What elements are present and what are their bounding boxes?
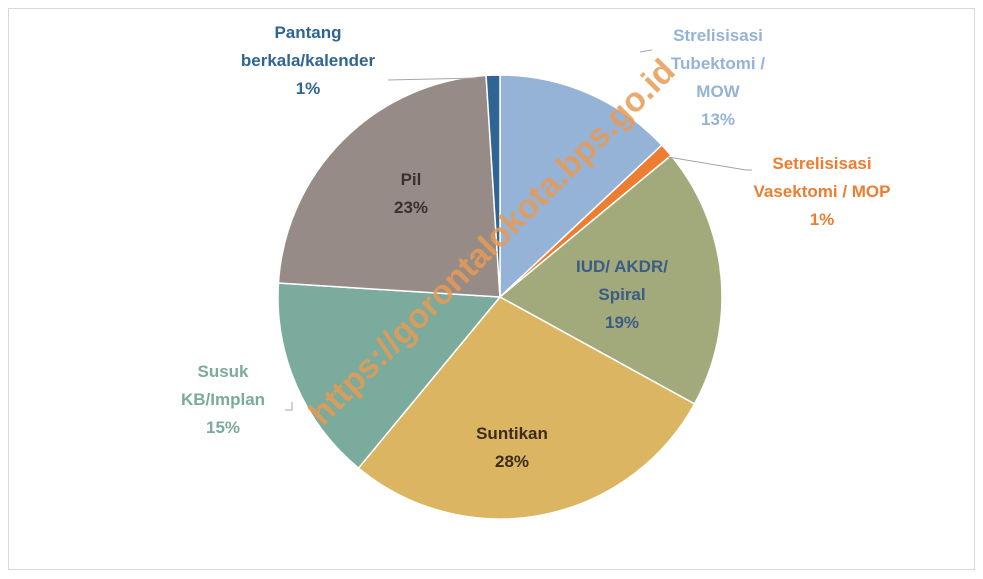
value-label: 1% [809, 210, 835, 229]
data-label: IUD/ AKDR/ Spiral 19% [567, 253, 677, 337]
category-label: IUD/ AKDR/ Spiral [576, 257, 668, 304]
pie-slice [357, 296, 696, 520]
data-label: Setrelisisasi Vasektomi / MOP 1% [747, 150, 897, 234]
leader-line [285, 402, 293, 411]
category-label: Setrelisisasi Vasektomi / MOP [753, 154, 891, 201]
pie-slice [498, 154, 723, 405]
data-label: Susuk KB/Implan 15% [163, 358, 283, 442]
category-label: Susuk KB/Implan [180, 362, 266, 409]
leader-line [639, 49, 653, 53]
category-label: Strelisisasi Tubektomi / MOW [670, 26, 766, 101]
category-label: Pil [400, 170, 422, 189]
value-label: 15% [205, 418, 241, 437]
category-label: Pantang berkala/kalender [240, 23, 376, 70]
pie-slice [277, 74, 501, 298]
leader-line [387, 77, 479, 81]
pie-slice [277, 282, 502, 470]
value-label: 19% [604, 313, 640, 332]
value-label: 23% [393, 198, 429, 217]
data-label: Suntikan 28% [452, 420, 572, 476]
value-label: 28% [494, 452, 530, 471]
data-label: Pil 23% [366, 166, 456, 222]
pie-slice [485, 74, 501, 298]
data-label: Pantang berkala/kalender 1% [218, 19, 398, 103]
data-label: Strelisisasi Tubektomi / MOW 13% [653, 22, 783, 134]
pie-slice [499, 74, 663, 299]
category-label: Suntikan [476, 424, 548, 443]
value-label: 13% [700, 110, 736, 129]
value-label: 1% [295, 79, 321, 98]
leader-line [667, 156, 752, 171]
